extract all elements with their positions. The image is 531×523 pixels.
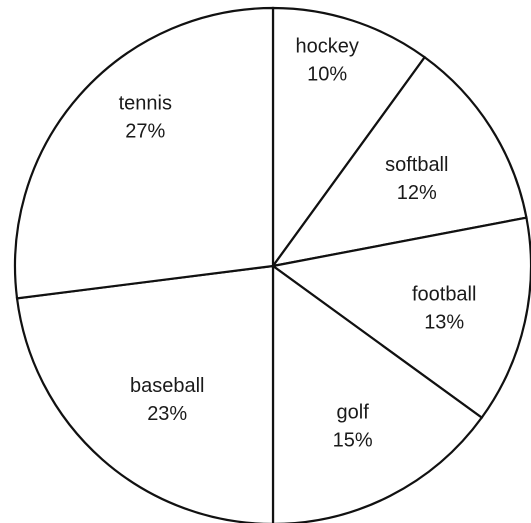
pie-slice-baseball	[15, 264, 275, 523]
slice-value-golf: 15%	[333, 429, 373, 451]
slice-value-football: 13%	[424, 311, 464, 333]
pie-slice-hockey	[271, 6, 427, 270]
pie-slice-football	[270, 216, 531, 420]
slice-value-softball: 12%	[397, 182, 437, 204]
slice-value-hockey: 10%	[307, 64, 347, 86]
slice-label-hockey: hockey	[295, 36, 358, 58]
slice-label-baseball: baseball	[130, 375, 205, 397]
slice-label-tennis: tennis	[119, 92, 172, 114]
pie-slice-tennis	[13, 6, 275, 300]
slice-label-softball: softball	[385, 154, 448, 176]
slice-label-golf: golf	[337, 401, 370, 423]
slice-value-baseball: 23%	[147, 403, 187, 425]
slice-value-tennis: 27%	[125, 120, 165, 142]
slice-label-football: football	[412, 283, 477, 305]
pie-slice-softball	[270, 55, 528, 268]
